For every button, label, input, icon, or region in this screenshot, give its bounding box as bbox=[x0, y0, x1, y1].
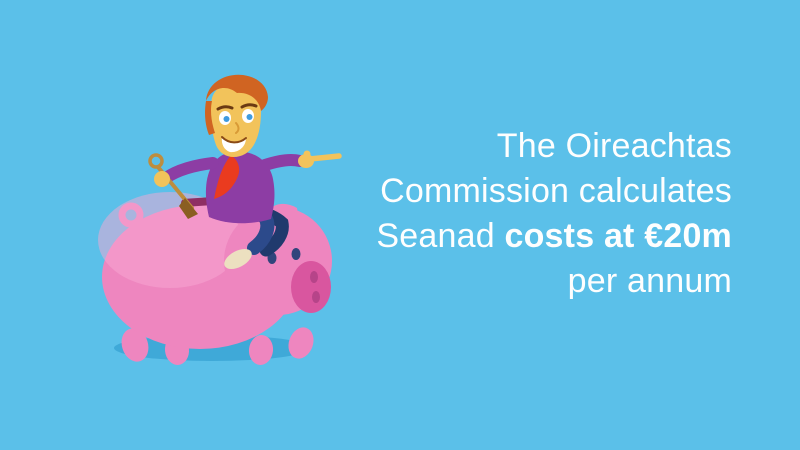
man-pointing-finger bbox=[307, 153, 342, 162]
man-smile bbox=[221, 137, 246, 153]
man-hair bbox=[206, 74, 268, 111]
piggy-bank bbox=[98, 192, 332, 365]
man-hand-gripping bbox=[154, 171, 170, 187]
stick-tip bbox=[179, 198, 198, 219]
caption-line-4: per annum bbox=[567, 262, 732, 300]
man-shoe bbox=[224, 249, 252, 269]
pig-foot bbox=[288, 327, 314, 359]
pig-nostril bbox=[310, 271, 318, 283]
man-thumb bbox=[303, 150, 311, 158]
man-iris-left bbox=[223, 116, 230, 122]
caption-line-2: Commission calculates bbox=[380, 172, 732, 210]
man-smile-line bbox=[221, 136, 247, 144]
piggy-bank-illustration bbox=[98, 74, 342, 365]
man-nose bbox=[235, 122, 240, 134]
man-figure bbox=[148, 74, 342, 269]
pig-snout bbox=[291, 261, 331, 313]
man-arm-pointing bbox=[259, 154, 306, 171]
caption-line-3-normal: Seanad bbox=[376, 217, 505, 255]
pig-nostril bbox=[312, 291, 320, 303]
caption: The Oireachtas Commission calculates Sea… bbox=[376, 124, 732, 304]
caption-line-3: Seanad costs at €20m bbox=[376, 214, 732, 259]
caption-line-3-bold: costs at €20m bbox=[504, 217, 732, 255]
man-arm-holding bbox=[160, 157, 219, 184]
man-sideburn bbox=[205, 101, 215, 135]
man-tie bbox=[214, 155, 240, 199]
man-eyebrow-right bbox=[240, 103, 258, 109]
pig-eye-right bbox=[291, 248, 301, 260]
man-iris-right bbox=[246, 114, 253, 120]
pig-foot bbox=[248, 335, 274, 365]
pig-foot bbox=[121, 328, 149, 362]
stick-loop bbox=[148, 153, 164, 169]
pig-body-highlight bbox=[98, 192, 242, 288]
man-eyebrow-left bbox=[216, 105, 234, 111]
caption-line-1: The Oireachtas bbox=[496, 127, 732, 165]
